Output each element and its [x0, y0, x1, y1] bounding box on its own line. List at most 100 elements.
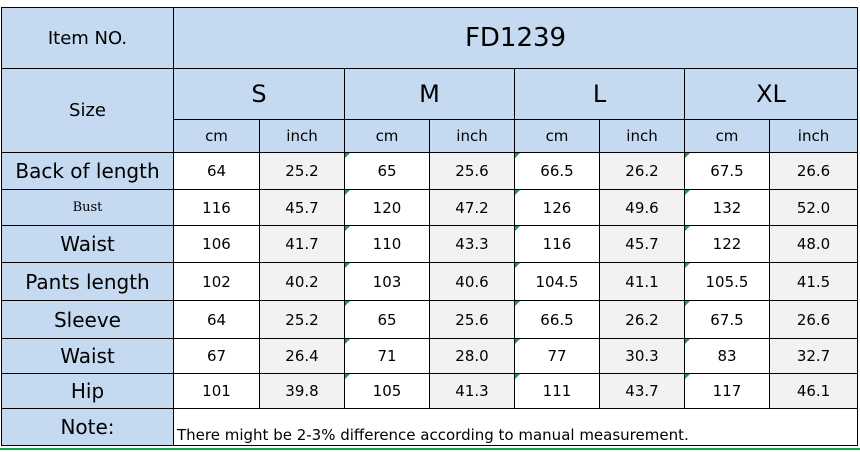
note-row: Note: There might be 2-3% difference acc…: [1, 408, 859, 446]
value-cell: 25.2: [259, 152, 345, 190]
value-cell: 32.7: [768, 338, 859, 374]
table-row: Waist 106 41.7 110 43.3 116 45.7 122 48.…: [1, 225, 859, 263]
value-cell: 26.2: [599, 300, 685, 339]
value-cell: 67.5: [684, 300, 770, 339]
size-xl-header: XL: [683, 68, 859, 120]
item-number-row: Item NO. FD1239: [1, 7, 859, 69]
cell-marker-icon: [345, 226, 350, 231]
value-cell: 126: [514, 189, 600, 226]
cell-marker-icon: [515, 339, 520, 344]
selection-border: [0, 448, 860, 450]
size-l-header: L: [514, 68, 685, 120]
value-cell: 104.5: [514, 262, 600, 301]
unit-cm-header: cm: [344, 119, 430, 153]
table-row: Waist 67 26.4 71 28.0 77 30.3 83 32.7: [1, 338, 859, 374]
value-cell: 26.4: [259, 338, 345, 374]
cell-marker-icon: [685, 263, 690, 268]
table-row: Sleeve 64 25.2 65 25.6 66.5 26.2 67.5 26…: [1, 300, 859, 339]
value-cell: 102: [173, 262, 260, 301]
value-cell: 25.6: [429, 152, 515, 190]
value-cell: 45.7: [259, 189, 345, 226]
size-label: Size: [1, 68, 174, 153]
value-cell: 52.0: [768, 189, 859, 226]
value-cell: 64: [173, 300, 260, 339]
row-label: Waist: [1, 338, 174, 374]
value-cell: 105: [344, 373, 430, 409]
value-cell: 110: [344, 225, 430, 263]
value-cell: 30.3: [599, 338, 685, 374]
value-cell: 41.7: [259, 225, 345, 263]
row-label: Back of length: [1, 152, 174, 190]
value-cell: 120: [344, 189, 430, 226]
value-cell: 64: [173, 152, 260, 190]
table-row: Hip 101 39.8 105 41.3 111 43.7 117 46.1: [1, 373, 859, 409]
value-cell: 43.3: [429, 225, 515, 263]
cell-marker-icon: [345, 263, 350, 268]
value-cell: 65: [344, 300, 430, 339]
cell-marker-icon: [685, 153, 690, 158]
row-label: Hip: [1, 373, 174, 409]
note-text: There might be 2-3% difference according…: [172, 408, 859, 446]
cell-marker-icon: [345, 374, 350, 379]
value-cell: 39.8: [259, 373, 345, 409]
value-cell: 40.6: [429, 262, 515, 301]
cell-marker-icon: [515, 263, 520, 268]
value-cell: 71: [344, 338, 430, 374]
cell-marker-icon: [515, 301, 520, 306]
unit-cm-header: cm: [514, 119, 600, 153]
value-cell: 25.6: [429, 300, 515, 339]
value-cell: 66.5: [514, 152, 600, 190]
cell-marker-icon: [515, 153, 520, 158]
cell-marker-icon: [515, 190, 520, 195]
cell-marker-icon: [685, 301, 690, 306]
value-cell: 49.6: [599, 189, 685, 226]
cell-marker-icon: [685, 374, 690, 379]
value-cell: 67: [173, 338, 260, 374]
item-number-label: Item NO.: [1, 7, 174, 69]
value-cell: 122: [684, 225, 770, 263]
value-cell: 47.2: [429, 189, 515, 226]
cell-marker-icon: [345, 301, 350, 306]
unit-inch-header: inch: [599, 119, 685, 153]
value-cell: 26.2: [599, 152, 685, 190]
value-cell: 77: [514, 338, 600, 374]
value-cell: 46.1: [768, 373, 859, 409]
cell-marker-icon: [685, 190, 690, 195]
cell-marker-icon: [685, 339, 690, 344]
unit-header-row: cm inch cm inch cm inch cm inch: [2, 119, 859, 153]
value-cell: 26.6: [768, 152, 859, 190]
value-cell: 105.5: [684, 262, 770, 301]
value-cell: 26.6: [768, 300, 859, 339]
value-cell: 103: [344, 262, 430, 301]
table-row: Back of length 64 25.2 65 25.6 66.5 26.2…: [1, 152, 859, 190]
value-cell: 40.2: [259, 262, 345, 301]
size-s-header: S: [173, 68, 345, 120]
value-cell: 48.0: [768, 225, 859, 263]
item-number-value: FD1239: [172, 7, 859, 69]
size-chart-table: Item NO. FD1239 Size S M L XL cm inch cm…: [1, 7, 859, 446]
value-cell: 41.1: [599, 262, 685, 301]
value-cell: 116: [514, 225, 600, 263]
cell-marker-icon: [515, 226, 520, 231]
value-cell: 111: [514, 373, 600, 409]
value-cell: 25.2: [259, 300, 345, 339]
row-label: Waist: [1, 225, 174, 263]
value-cell: 117: [684, 373, 770, 409]
value-cell: 65: [344, 152, 430, 190]
value-cell: 116: [173, 189, 260, 226]
value-cell: 41.5: [768, 262, 859, 301]
table-row: Bust 116 45.7 120 47.2 126 49.6 132 52.0: [1, 189, 859, 226]
size-header-row: Size S M L XL: [1, 68, 859, 153]
value-cell: 66.5: [514, 300, 600, 339]
cell-marker-icon: [345, 153, 350, 158]
size-m-header: M: [344, 68, 515, 120]
value-cell: 67.5: [684, 152, 770, 190]
cell-marker-icon: [345, 190, 350, 195]
unit-inch-header: inch: [429, 119, 515, 153]
unit-inch-header: inch: [768, 119, 859, 153]
unit-cm-header: cm: [684, 119, 770, 153]
row-label: Sleeve: [1, 300, 174, 339]
value-cell: 28.0: [429, 338, 515, 374]
value-cell: 101: [173, 373, 260, 409]
table-row: Pants length 102 40.2 103 40.6 104.5 41.…: [1, 262, 859, 301]
